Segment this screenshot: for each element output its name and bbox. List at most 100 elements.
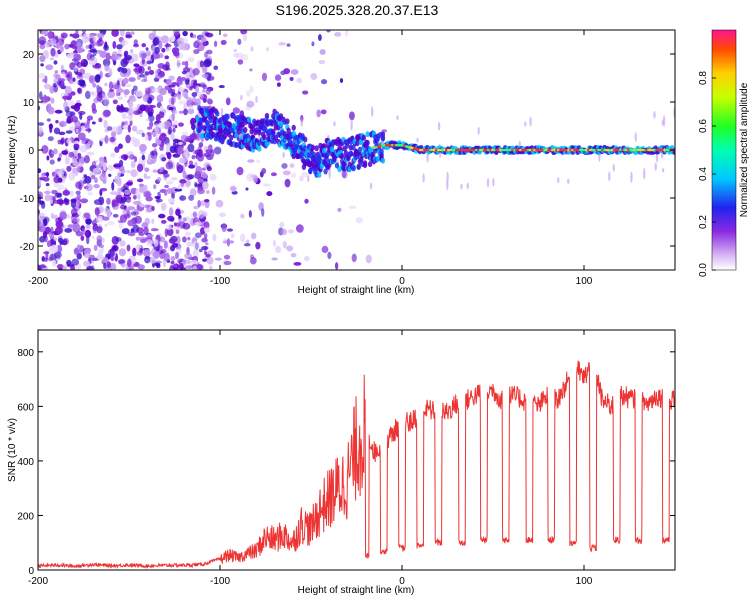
spectrogram-noise-blob [117,106,126,113]
spectrogram-noise-blob [43,190,51,195]
spectrogram-noise-blob [47,136,54,142]
spectrogram-noise-blob [92,82,97,88]
spectrogram-noise-blob [114,175,121,185]
spectrogram-noise-blob [133,39,139,46]
spectrogram-noise-blob [41,30,48,36]
spectrogram-noise-blob [213,65,219,70]
spectrogram-noise-blob [172,109,178,115]
spectrogram-noise-blob [237,59,244,65]
spectrogram-noise-blob [341,169,347,179]
spectrogram-noise-blob [290,253,297,258]
spectrogram-ytick-label: 0 [28,146,34,157]
spectrogram-noise-blob [61,265,68,270]
spectrogram-noise-blob [50,47,56,57]
spectrogram-noise-blob [124,54,133,61]
spectrogram-noise-blob [180,42,189,51]
spectrogram-noise-blob [69,33,73,37]
spectrogram-streak [240,94,243,101]
spectrogram-noise-blob [139,247,144,253]
spectrogram-noise-blob [189,32,194,37]
spectrogram-noise-blob [107,90,116,99]
spectrogram-noise-blob [223,254,231,260]
spectrogram-noise-blob [43,83,52,90]
spectrogram-noise-blob [182,222,191,230]
spectrogram-noise-blob [112,213,119,218]
spectrogram-noise-blob [186,241,194,247]
spectrogram-noise-blob [104,135,109,144]
spectrogram-noise-blob [55,42,61,49]
spectrogram-noise-blob [115,89,119,97]
spectrogram-noise-blob [176,76,183,85]
spectrogram-streak [524,121,527,127]
spectrogram-noise-blob [102,96,110,106]
spectrogram-noise-blob [110,55,119,61]
spectrogram-noise-blob [110,191,118,196]
spectrogram-noise-blob [68,151,75,158]
spectrogram-noise-blob [166,187,173,195]
spectrogram-noise-blob [148,69,155,75]
spectrogram-noise-blob [130,265,135,270]
spectrogram-noise-blob [284,178,291,188]
spectrogram-noise-blob [96,215,104,223]
spectrogram-noise-blob [127,124,131,133]
spectrogram-noise-blob [161,47,166,53]
spectrogram-noise-blob [109,262,117,270]
spectrogram-noise-blob [128,77,136,82]
spectrogram-noise-blob [57,177,63,183]
spectrogram-noise-blob [85,45,90,49]
spectrogram-noise-blob [38,91,43,100]
spectrogram-noise-blob [98,117,103,123]
spectrogram-noise-blob [110,256,115,262]
spectrogram-noise-blob [75,199,80,208]
spectrogram-noise-blob [222,33,228,38]
spectrogram-noise-blob [203,232,208,239]
spectrogram-noise-blob [54,109,63,114]
spectrogram-tone [314,145,319,152]
spectrogram-noise-blob [173,30,180,36]
spectrogram-noise-blob [202,65,208,74]
spectrogram-noise-blob [181,61,186,66]
spectrogram-noise-blob [146,60,152,65]
spectrogram-noise-blob [265,47,269,52]
spectrogram-noise-blob [147,66,151,71]
spectrogram-noise-blob [63,101,68,111]
spectrogram-noise-blob [177,264,182,270]
spectrogram-noise-blob [122,77,129,85]
spectrogram-tone [240,121,245,128]
spectrogram-noise-blob [117,187,122,195]
spectrogram-noise-blob [164,43,172,48]
spectrogram-noise-blob [159,88,167,96]
spectrogram-noise-blob [104,82,108,87]
spectrogram-noise-blob [71,115,79,123]
spectrogram-noise-blob [120,197,127,203]
spectrogram-noise-blob [198,248,203,253]
spectrogram-noise-blob [53,73,58,78]
spectrogram-noise-blob [54,251,62,259]
spectrogram-streak [630,171,633,184]
spectrogram-noise-blob [121,67,128,74]
spectrogram-noise-blob [116,44,123,50]
spectrogram-noise-blob [77,152,82,160]
spectrogram-streak [328,167,331,180]
spectrogram-noise-blob [83,59,88,68]
spectrogram-noise-blob [168,126,173,135]
spectrogram-noise-blob [149,256,156,264]
spectrogram-noise-blob [159,132,167,142]
spectrogram-noise-blob [48,257,53,262]
spectrogram-noise-blob [240,213,245,219]
spectrogram-tone [211,131,216,138]
spectrogram-noise-blob [173,225,182,232]
spectrogram-noise-blob [108,88,115,93]
spectrogram-noise-blob [147,111,154,117]
spectrogram-noise-blob [45,40,51,48]
spectrogram-noise-blob [202,181,209,190]
spectrogram-ytick-label: 20 [23,50,35,61]
spectrogram-noise-blob [187,56,195,63]
spectrogram-noise-blob [164,192,168,196]
spectrogram-noise-blob [61,71,66,79]
spectrogram-tone [357,146,363,153]
spectrogram-noise-blob [152,36,160,46]
spectrogram-noise-blob [192,240,200,250]
spectrogram-noise-blob [193,205,200,210]
spectrogram-noise-blob [280,228,288,236]
